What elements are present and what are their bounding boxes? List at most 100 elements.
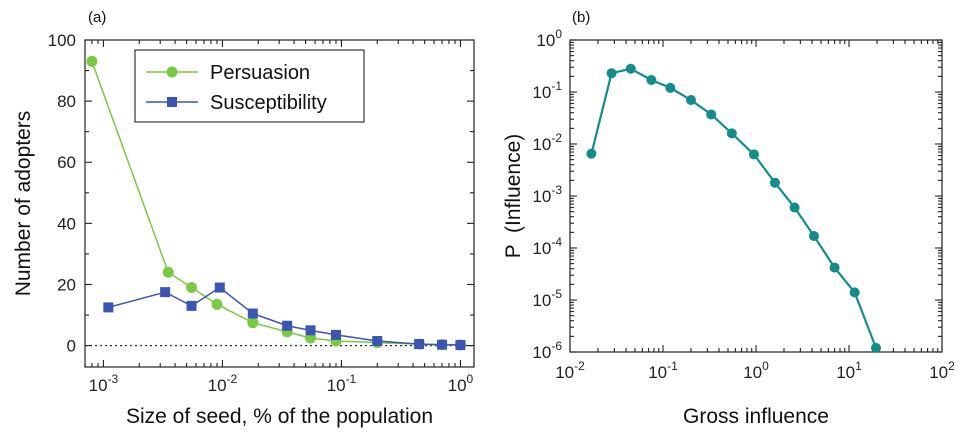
y-tick-label: 20	[57, 275, 76, 294]
influence-point	[849, 287, 860, 298]
influence-point	[665, 82, 676, 93]
y-tick-label-base: 10	[532, 239, 551, 258]
x-tick-label: 10-1	[648, 359, 678, 382]
influence-point	[870, 342, 881, 353]
susceptibility-point	[186, 300, 197, 311]
x-tick-label-base: 10	[448, 376, 467, 395]
x-tick-label-exponent: -2	[227, 372, 238, 386]
x-tick-label: 102	[929, 359, 955, 382]
influence-point	[726, 128, 737, 139]
x-tick-label-exponent: 0	[762, 359, 769, 373]
susceptibility-point	[160, 287, 171, 298]
persuasion-point	[247, 317, 259, 329]
x-tick-label-base: 10	[555, 363, 574, 382]
y-tick-label: 10-4	[532, 235, 562, 258]
y-tick-label: 40	[57, 214, 76, 233]
persuasion-point	[162, 266, 174, 278]
y-tick-label-exponent: -2	[551, 131, 562, 145]
y-tick-label-base: 10	[532, 83, 551, 102]
y-tick-label-base: 10	[532, 187, 551, 206]
y-tick-label: 10-5	[532, 287, 562, 310]
susceptibility-point	[414, 339, 425, 350]
x-tick-label-base: 10	[648, 363, 667, 382]
influence-point	[829, 262, 840, 273]
y-tick-label: 80	[57, 92, 76, 111]
y-tick-label-base: 10	[532, 343, 551, 362]
y-tick-label-exponent: -5	[551, 287, 562, 301]
x-tick-label: 100	[743, 359, 769, 382]
x-tick-label-base: 10	[836, 363, 855, 382]
influence-point	[706, 109, 717, 120]
legend-box	[134, 49, 365, 123]
y-tick-label: 10-6	[532, 339, 562, 362]
y-tick-label-base: 10	[536, 31, 555, 50]
panel-label: (b)	[572, 9, 590, 26]
x-tick-label-exponent: 1	[855, 359, 862, 373]
x-tick-label-base: 10	[208, 376, 227, 395]
y-axis-title: Number of adopters	[12, 111, 35, 297]
influence-point	[606, 68, 617, 79]
legend-persuasion-label: Persuasion	[210, 62, 310, 84]
y-tick-label: 60	[57, 153, 76, 172]
influence-point	[789, 202, 800, 213]
x-tick-label-exponent: 2	[948, 359, 955, 373]
y-tick-label: 10-2	[532, 131, 562, 154]
x-tick-label-exponent: -1	[667, 359, 678, 373]
y-tick-label: 100	[536, 27, 562, 50]
x-tick-label-base: 10	[743, 363, 762, 382]
y-tick-label-base: 10	[532, 291, 551, 310]
influence-point	[808, 231, 819, 242]
x-tick-label: 101	[836, 359, 862, 382]
y-tick-label: 10-3	[532, 183, 562, 206]
influence-point	[646, 75, 657, 86]
y-axis-title: P (Influence)	[502, 134, 525, 259]
x-axis-title: Size of seed, % of the population	[126, 405, 433, 428]
x-axis-title: Gross influence	[683, 405, 829, 428]
susceptibility-point	[437, 339, 448, 350]
susceptibility-point	[282, 320, 293, 331]
y-tick-label: 100	[48, 31, 76, 50]
x-tick-label: 10-2	[555, 359, 585, 382]
persuasion-point	[86, 55, 98, 67]
x-tick-label-base: 10	[929, 363, 948, 382]
y-tick-label: 10-1	[532, 79, 562, 102]
x-tick-label-base: 10	[89, 376, 108, 395]
influence-line	[590, 67, 877, 349]
legend-susceptibility-marker	[167, 97, 177, 107]
influence-point	[685, 95, 696, 106]
x-tick-label: 100	[448, 372, 474, 395]
susceptibility-point	[103, 302, 114, 313]
y-tick-label-base: 10	[532, 135, 551, 154]
x-tick-label-exponent: -3	[108, 372, 119, 386]
persuasion-point	[211, 298, 223, 310]
susceptibility-point	[330, 329, 341, 340]
x-tick-label-exponent: -2	[574, 359, 585, 373]
persuasion-point	[186, 282, 198, 294]
x-tick-label-exponent: -1	[346, 372, 357, 386]
panel-label: (a)	[88, 9, 106, 26]
y-tick-label-exponent: -6	[551, 339, 562, 353]
susceptibility-point	[247, 308, 258, 319]
y-tick-label-exponent: 0	[555, 27, 562, 41]
influence-point	[748, 149, 759, 160]
plot-frame	[569, 39, 943, 353]
y-tick-label-exponent: -3	[551, 183, 562, 197]
legend-susceptibility-label: Susceptibility	[210, 92, 327, 114]
y-tick-label: 0	[67, 337, 76, 356]
x-tick-label: 10-2	[208, 372, 238, 395]
susceptibility-point	[305, 325, 316, 336]
legend: Persuasion Susceptibility	[134, 49, 365, 123]
x-tick-label: 10-1	[327, 372, 357, 395]
x-tick-label-exponent: 0	[467, 372, 474, 386]
legend-persuasion-marker	[166, 66, 178, 78]
x-tick-label: 10-3	[89, 372, 119, 395]
susceptibility-point	[372, 336, 383, 347]
influence-point	[625, 63, 636, 74]
influence-point	[769, 177, 780, 188]
y-tick-label-exponent: -4	[551, 235, 562, 249]
x-tick-label-base: 10	[327, 376, 346, 395]
influence-point	[586, 148, 597, 159]
